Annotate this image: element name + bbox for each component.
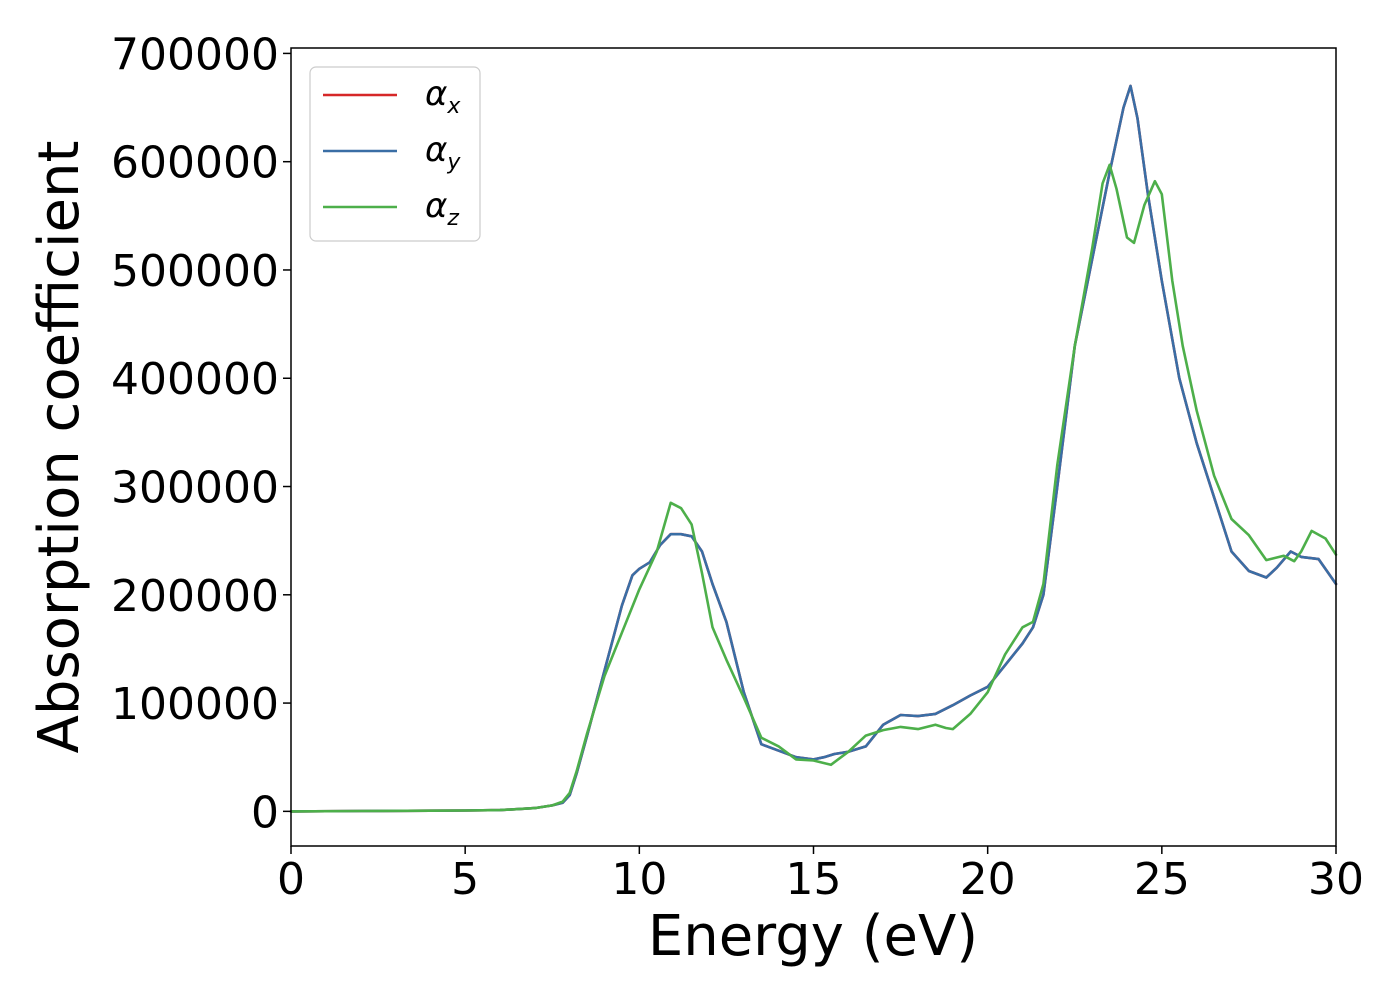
y-tick-label: 700000	[111, 29, 279, 80]
y-tick-label: 200000	[111, 571, 279, 622]
legend-label: αz	[425, 186, 459, 231]
y-tick-label: 300000	[111, 463, 279, 514]
y-tick-label: 600000	[111, 138, 279, 189]
x-tick-label: 20	[960, 854, 1016, 905]
y-tick-label: 100000	[111, 679, 279, 730]
x-axis: 0 5 10 15 20 25 30	[277, 846, 1364, 905]
y-tick-label: 400000	[111, 354, 279, 405]
series-group	[289, 84, 1338, 813]
x-tick-label: 30	[1308, 854, 1364, 905]
legend-entries: αx αy αz	[323, 74, 461, 231]
x-tick-label: 5	[451, 854, 479, 905]
y-tick-label: 0	[251, 787, 279, 838]
y-axis: 0 100000 200000 300000 400000 500000 600000 700…	[111, 29, 291, 838]
y-axis-label: Absorption coefficient	[27, 141, 92, 754]
x-tick-label: 0	[277, 854, 305, 905]
series-alpha-z-line	[289, 163, 1338, 813]
x-tick-label: 10	[611, 854, 667, 905]
legend: αx αy αz	[309, 66, 481, 242]
x-axis-label: Energy (eV)	[648, 904, 978, 969]
x-tick-label: 15	[786, 854, 842, 905]
legend-label: αy	[425, 130, 461, 175]
y-tick-label: 500000	[111, 246, 279, 297]
legend-box	[309, 66, 481, 242]
legend-label: αx	[425, 74, 461, 119]
x-tick-label: 25	[1134, 854, 1190, 905]
